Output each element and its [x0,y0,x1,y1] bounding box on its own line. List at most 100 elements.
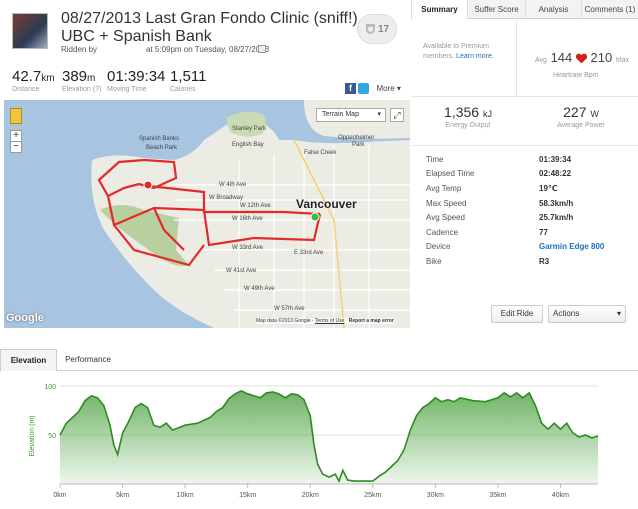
tab-summary[interactable]: Summary [411,0,467,20]
attribution-text: Map data ©2013 Google [256,318,311,324]
ridden-by-label: Ridden by [61,45,98,54]
hr-label-text: Heartrate [553,72,583,79]
facebook-icon[interactable]: f [345,83,356,95]
distance-value: 42.7 [12,68,42,85]
tab-analysis[interactable]: Analysis [525,0,581,19]
google-logo: Google [6,312,44,324]
fullscreen-icon[interactable]: ⤢ [390,108,404,122]
energy-output: 1,356 kJ Energy Output [428,104,508,129]
map-label-w41: W 41st Ave [226,268,257,274]
tab-suffer-score[interactable]: Suffer Score [467,0,525,19]
route-map[interactable]: Stanley Park English Bay Spanish Banks B… [4,100,410,328]
map-label-w12: W 12th Ave [240,203,271,209]
elevation-area [60,390,598,484]
share-bar: f More ▾ [345,80,401,98]
detail-value: 02:48:22 [539,169,572,178]
elevation-chart[interactable]: 50 100 0km 5km 10km 15km 20km 25km 30km 35km 40km… [0,372,638,509]
tab-elevation[interactable]: Elevation [0,349,57,371]
x-tick-label: 20km [302,492,319,499]
map-label-w49: W 49th Ave [244,286,275,292]
map-canvas [4,100,410,328]
chevron-down-icon: ▾ [616,309,621,318]
terms-link[interactable]: Terms of Use [314,318,345,324]
main-roads [293,139,345,328]
elevation-line [59,390,599,484]
kudos-button[interactable]: 17 [357,14,397,44]
tab-comments[interactable]: Comments (1) [581,0,638,19]
map-label-w4: W 4th Ave [219,182,247,188]
elevation-label[interactable]: Elevation (?) [62,86,102,93]
actions-button[interactable]: Actions ▾ [548,305,626,323]
elevation-unit: m [87,73,96,84]
detail-value: R3 [539,257,550,266]
map-label-w57: W 57th Ave [274,306,305,312]
chart-tabs: Elevation Performance [0,349,638,371]
pegman-icon[interactable] [10,108,22,124]
power-value: 227 [563,104,587,120]
divider [411,145,638,146]
activity-tabs: Summary Suffer Score Analysis Comments (… [411,0,638,20]
divider [411,96,638,97]
ride-datetime: at 5:09pm on Tuesday, 08/27/2013 [146,45,270,54]
moving-time-value: 01:39:34 [107,68,166,85]
route-line [97,158,322,267]
hr-max-label: Max [615,57,630,64]
chevron-down-icon: ▾ [377,111,381,118]
elevation-value: 389 [62,68,88,85]
moving-time-label: Moving Time [107,86,147,93]
map-type-select[interactable]: Terrain Map ▾ [316,108,386,122]
y-tick-label: 100 [44,384,56,391]
land-area [91,119,410,328]
power-label: Average Power [557,122,605,129]
map-label-city: Vancouver [296,197,357,211]
route-start-marker [143,180,153,190]
x-tick-label: 5km [116,492,129,499]
stat-moving-time: 01:39:34 Moving Time [107,68,165,93]
calories-label: Calories [170,86,196,93]
trophy-icon [366,24,375,34]
twitter-icon[interactable] [358,83,369,95]
more-share-dropdown[interactable]: More ▾ [376,84,400,93]
athlete-avatar[interactable] [12,13,48,49]
hr-avg-label: Avg [535,57,547,64]
distance-label: Distance [12,86,40,93]
heart-icon [576,54,587,64]
detail-value: 19℃ [539,184,558,193]
detail-key: Elapsed Time [426,169,475,178]
x-tick-label: 15km [239,492,256,499]
calendar-icon[interactable] [258,45,266,53]
stat-calories: 1,511 Calories [170,68,206,93]
heartrate-label: Heartrate Bpm [553,72,599,79]
heartrate-values: Avg 144 210 Max [535,50,629,65]
x-tick-label: 40km [552,492,569,499]
map-label-w16: W 16th Ave [232,216,263,222]
detail-key: Avg Speed [426,213,465,222]
device-link[interactable]: Garmin Edge 800 [539,242,605,251]
premium-text: Available to Premium members. [423,43,490,60]
detail-key: Device [426,242,451,251]
more-label: More [376,84,395,94]
detail-key: Time [426,155,444,164]
map-type-label: Terrain Map [322,111,359,118]
zoom-out-button[interactable]: − [10,141,22,153]
map-label-oppenheimer: Oppenheimer [338,135,375,141]
pacific-spirit-park [100,205,189,266]
detail-value: 58.3km/h [539,199,574,208]
x-tick-label: 35km [489,492,506,499]
x-axis-ticks: 0km 5km 10km 15km 20km 25km 30km 35km 40km [53,484,569,499]
tab-performance[interactable]: Performance [65,355,111,364]
map-label-park: Park [352,142,365,148]
edit-ride-button[interactable]: Edit Ride [491,305,543,323]
learn-more-link[interactable]: Learn more. [456,53,494,60]
y-tick-label: 50 [48,433,56,440]
map-label-w33: W 33rd Ave [232,245,263,251]
power-unit: W [590,109,599,119]
hr-max-value: 210 [590,50,613,65]
energy-unit: kJ [482,109,492,119]
x-tick-label: 30km [427,492,444,499]
map-label-false-creek: False Creek [304,150,337,156]
x-tick-label: 25km [364,492,381,499]
map-label-spanish: Spanish Banks [139,136,180,142]
report-error-link[interactable]: Report a map error [348,318,394,324]
map-label-stanley: Stanley Park [232,126,267,132]
